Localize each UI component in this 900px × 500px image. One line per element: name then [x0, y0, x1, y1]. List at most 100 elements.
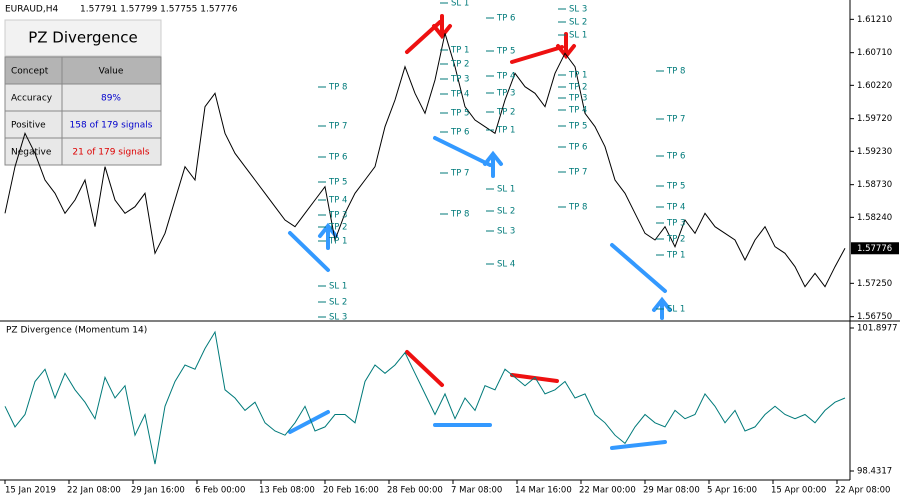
level-label: TP 6 [568, 143, 587, 153]
level-label: TP 4 [568, 106, 587, 116]
level-label: TP 1 [666, 251, 685, 261]
level-label: TP 5 [496, 47, 515, 57]
level-label: TP 6 [666, 152, 685, 162]
divergence-line [433, 136, 492, 167]
sell-arrow [432, 14, 452, 40]
level-label: TP 8 [666, 67, 685, 77]
time-label: 22 Jan 08:00 [67, 486, 121, 496]
sell-arrow [556, 32, 576, 60]
level-label: TP 5 [450, 109, 469, 119]
price-label: 1.56750 [857, 312, 892, 322]
column-header: Concept [11, 67, 49, 77]
time-label: 6 Feb 00:00 [195, 486, 245, 496]
level-label: TP 7 [666, 115, 685, 125]
panel-title-box [4, 19, 162, 57]
level-label: TP 8 [450, 210, 469, 220]
level-label: TP 2 [568, 83, 587, 93]
panel-header [4, 56, 162, 85]
level-label: TP 6 [450, 128, 469, 138]
divergence-line [510, 45, 564, 64]
indicator-title: PZ Divergence (Momentum 14) [6, 326, 147, 336]
price-label: 1.58730 [857, 180, 892, 190]
level-label: TP 6 [496, 14, 515, 24]
time-label: 22 Apr 08:00 [835, 486, 890, 496]
level-label: SL 1 [497, 185, 515, 195]
level-label: TP 3 [568, 94, 587, 104]
time-label: 22 Mar 00:00 [579, 486, 636, 496]
level-label: SL 1 [329, 282, 347, 292]
level-label: TP 8 [568, 203, 587, 213]
level-label: SL 2 [497, 207, 515, 217]
indicator-label: 101.8977 [857, 324, 898, 334]
time-label: 7 Mar 08:00 [451, 486, 502, 496]
level-label: TP 4 [666, 203, 685, 213]
level-label: TP 7 [328, 122, 347, 132]
price-label: 1.61210 [857, 15, 892, 25]
price-label: 1.59230 [857, 147, 892, 157]
row-value: 89% [101, 94, 121, 104]
panel-title: PZ Divergence [28, 29, 138, 47]
level-label: SL 1 [569, 31, 587, 41]
level-label: TP 7 [450, 169, 469, 179]
row-concept: Accuracy [11, 94, 53, 104]
buy-arrow [483, 150, 503, 178]
last-price: 1.57776 [857, 244, 892, 254]
last-price-box [851, 242, 899, 255]
time-label: 29 Mar 08:00 [643, 486, 700, 496]
level-label: SL 2 [329, 298, 347, 308]
time-label: 15 Jan 2019 [5, 486, 56, 496]
level-label: TP 4 [450, 90, 469, 100]
symbol: EURAUD,H4 [5, 5, 58, 15]
divergence-line [288, 410, 330, 434]
divergence-line [610, 440, 667, 450]
level-label: TP 1 [328, 237, 347, 247]
divergence-line [405, 350, 444, 387]
price-label: 1.60710 [857, 48, 892, 58]
row-value: 158 of 179 signals [70, 121, 153, 131]
level-label: TP 1 [496, 126, 515, 136]
level-label: TP 5 [666, 182, 685, 192]
divergences [288, 14, 672, 450]
price-line [4, 33, 846, 288]
price-label: 1.57250 [857, 279, 892, 289]
level-label: TP 6 [328, 153, 347, 163]
time-label: 29 Jan 16:00 [131, 486, 185, 496]
time-label: 20 Feb 16:00 [323, 486, 379, 496]
level-label: TP 2 [496, 108, 515, 118]
level-label: SL 3 [569, 5, 587, 15]
divergence-line [610, 243, 667, 293]
level-label: TP 2 [328, 223, 347, 233]
price-label: 1.58240 [857, 213, 892, 223]
level-label: TP 4 [328, 196, 347, 206]
level-label: TP 7 [568, 168, 587, 178]
time-label: 28 Feb 00:00 [387, 486, 443, 496]
level-label: TP 8 [328, 83, 347, 93]
level-label: TP 3 [450, 75, 469, 85]
price-label: 1.60220 [857, 81, 892, 91]
level-label: SL 1 [667, 305, 685, 315]
level-label: TP 3 [328, 211, 347, 221]
level-label: TP 2 [450, 60, 469, 70]
time-label: 13 Feb 08:00 [259, 486, 315, 496]
level-label: TP 5 [328, 178, 347, 188]
level-label: TP 2 [666, 235, 685, 245]
column-header: Value [99, 67, 124, 77]
row-value: 21 of 179 signals [72, 148, 150, 158]
time-label: 14 Mar 16:00 [515, 486, 572, 496]
level-label: TP 1 [450, 46, 469, 56]
level-label: TP 3 [666, 219, 685, 229]
indicator-label: 98.4317 [857, 467, 892, 477]
price-label: 1.59720 [857, 114, 892, 124]
time-label: 5 Apr 16:00 [707, 486, 757, 496]
level-label: TP 4 [496, 72, 515, 82]
row-concept: Negative [11, 148, 52, 158]
time-label: 15 Apr 00:00 [771, 486, 826, 496]
level-label: SL 3 [497, 227, 515, 237]
momentum-line [4, 330, 846, 465]
buy-arrow [652, 296, 672, 320]
level-label: TP 1 [568, 71, 587, 81]
panel-body [4, 83, 162, 166]
row-concept: Positive [11, 121, 46, 131]
level-label: SL 4 [497, 260, 515, 270]
